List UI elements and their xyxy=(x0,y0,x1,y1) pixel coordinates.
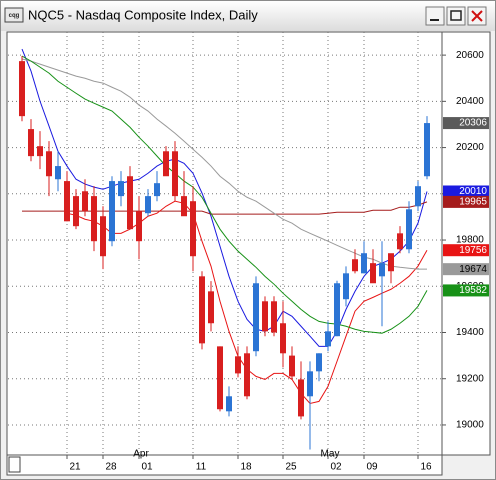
month-label: Apr xyxy=(133,449,149,460)
candle-body xyxy=(19,61,25,117)
indicator-line xyxy=(21,48,428,347)
candle-body xyxy=(406,209,412,250)
window-title: NQC5 - Nasdaq Composite Index, Daily xyxy=(28,7,258,22)
candle-body xyxy=(46,151,52,177)
price-axis xyxy=(441,31,491,456)
app-icon: cqg xyxy=(4,7,24,23)
candle-body xyxy=(190,201,196,257)
last-value-box xyxy=(443,195,489,208)
title-bar xyxy=(1,1,495,31)
candle-body xyxy=(325,331,331,347)
candle-body xyxy=(37,146,43,157)
candle-body xyxy=(280,323,286,354)
last-value-label: 19582 xyxy=(459,285,487,296)
candle-body xyxy=(253,283,259,352)
last-value-label: 19756 xyxy=(459,245,487,256)
indicator-line xyxy=(22,201,428,215)
candle-body xyxy=(334,283,340,337)
x-tick-label: 01 xyxy=(141,462,153,473)
candle-body xyxy=(100,216,106,257)
x-tick-label: 16 xyxy=(420,462,432,473)
last-value-label: 20010 xyxy=(459,186,487,197)
candle-body xyxy=(118,181,124,197)
minimize-button[interactable] xyxy=(425,6,445,26)
x-tick-label: 09 xyxy=(366,462,378,473)
candle-body xyxy=(370,263,376,284)
indicator-line xyxy=(21,58,427,270)
candle-body xyxy=(28,129,34,157)
y-tick-label: 19400 xyxy=(456,327,484,338)
candle-body xyxy=(388,253,394,272)
candle-body xyxy=(352,259,358,272)
maximize-button[interactable] xyxy=(446,6,466,26)
candle-body xyxy=(289,355,295,377)
last-value-label: 19674 xyxy=(459,264,487,275)
month-label: May xyxy=(321,449,340,460)
last-value-box xyxy=(443,263,489,276)
last-value-box xyxy=(443,185,489,198)
candle-body xyxy=(244,353,250,397)
x-tick-label: 11 xyxy=(196,462,207,473)
candle-body xyxy=(226,396,232,412)
candle-body xyxy=(55,166,61,180)
plot-area xyxy=(6,31,443,456)
candle-body xyxy=(154,183,160,197)
x-tick-label: 28 xyxy=(105,462,117,473)
candle-body xyxy=(271,301,277,333)
last-value-box xyxy=(443,244,489,257)
candle-body xyxy=(217,346,223,410)
candle-body xyxy=(235,356,241,374)
indicator-line xyxy=(21,55,428,334)
scroll-box[interactable] xyxy=(8,456,21,473)
candle-body xyxy=(82,191,88,212)
y-tick-label: 20600 xyxy=(456,50,484,61)
candle-body xyxy=(397,233,403,250)
last-value-label: 20306 xyxy=(459,118,487,129)
candle-body xyxy=(424,123,430,177)
last-value-box xyxy=(443,284,489,297)
candle-body xyxy=(316,353,322,372)
candle-body xyxy=(145,196,151,214)
svg-text:cqg: cqg xyxy=(9,13,20,19)
close-button[interactable] xyxy=(467,6,487,26)
candle-body xyxy=(415,186,421,207)
candle-body xyxy=(181,196,187,217)
candle-body xyxy=(64,181,70,222)
candle-body xyxy=(73,196,79,227)
x-tick-label: 25 xyxy=(285,462,297,473)
x-tick-label: 18 xyxy=(240,462,252,473)
candle-body xyxy=(136,211,142,242)
candle-body xyxy=(199,276,205,344)
y-tick-label: 19000 xyxy=(456,420,484,431)
x-tick-label: 21 xyxy=(69,462,81,473)
y-tick-label: 20400 xyxy=(456,96,484,107)
candle-body xyxy=(91,196,97,242)
time-axis xyxy=(6,454,443,476)
y-tick-label: 20200 xyxy=(456,142,484,153)
candle-body xyxy=(307,371,313,397)
last-value-box xyxy=(443,117,489,130)
y-tick-label: 19200 xyxy=(456,373,484,384)
candle-body xyxy=(298,379,304,417)
candle-body xyxy=(163,151,169,177)
y-tick-label: 19800 xyxy=(456,235,484,246)
candle-body xyxy=(379,263,385,277)
candle-body xyxy=(262,301,268,332)
candle-body xyxy=(127,176,133,230)
x-tick-label: 02 xyxy=(330,462,342,473)
candle-body xyxy=(343,273,349,300)
candle-body xyxy=(208,291,214,324)
candle-body xyxy=(172,151,178,197)
last-value-label: 19965 xyxy=(459,197,487,208)
candle-body xyxy=(361,253,367,274)
candle-body xyxy=(109,181,115,242)
